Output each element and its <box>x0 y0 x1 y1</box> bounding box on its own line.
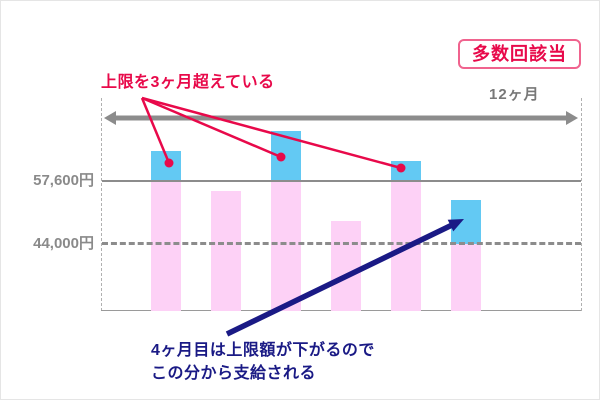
bar-4-base-segment <box>331 220 361 311</box>
lower-cap-annotation-line2: この分から支給される <box>151 365 317 382</box>
bar-6-base-segment <box>451 244 481 311</box>
lower-cap-annotation: 4ヶ月目は上限額が下がるので この分から支給される <box>151 339 375 385</box>
chart-right-boundary-dashed-line <box>581 98 582 311</box>
status-badge: 多数回該当 <box>458 39 581 69</box>
bar-1-base-segment <box>151 181 181 311</box>
exceed-cap-annotation: 上限を3ヶ月超えている <box>101 74 275 91</box>
bar-1-excess-segment <box>151 151 181 181</box>
bar-5-base-segment <box>391 181 421 311</box>
period-label: 12ヶ月 <box>489 86 540 103</box>
cap-line-57600 <box>102 180 581 182</box>
status-badge-label: 多数回該当 <box>472 44 567 64</box>
y-axis-label-44000: 44,000円 <box>33 235 94 252</box>
cap-line-44000 <box>102 242 581 245</box>
lower-cap-annotation-line1: 4ヶ月目は上限額が下がるので <box>151 342 375 359</box>
bar-2-base-segment <box>211 190 241 311</box>
bar-3-base-segment <box>271 181 301 311</box>
bar-3-excess-segment <box>271 130 301 181</box>
bar-5-excess-segment <box>391 160 421 181</box>
chart-left-boundary-dashed-line <box>101 98 102 311</box>
y-axis-label-57600: 57,600円 <box>33 172 94 189</box>
bar-6-excess-segment <box>451 199 481 244</box>
